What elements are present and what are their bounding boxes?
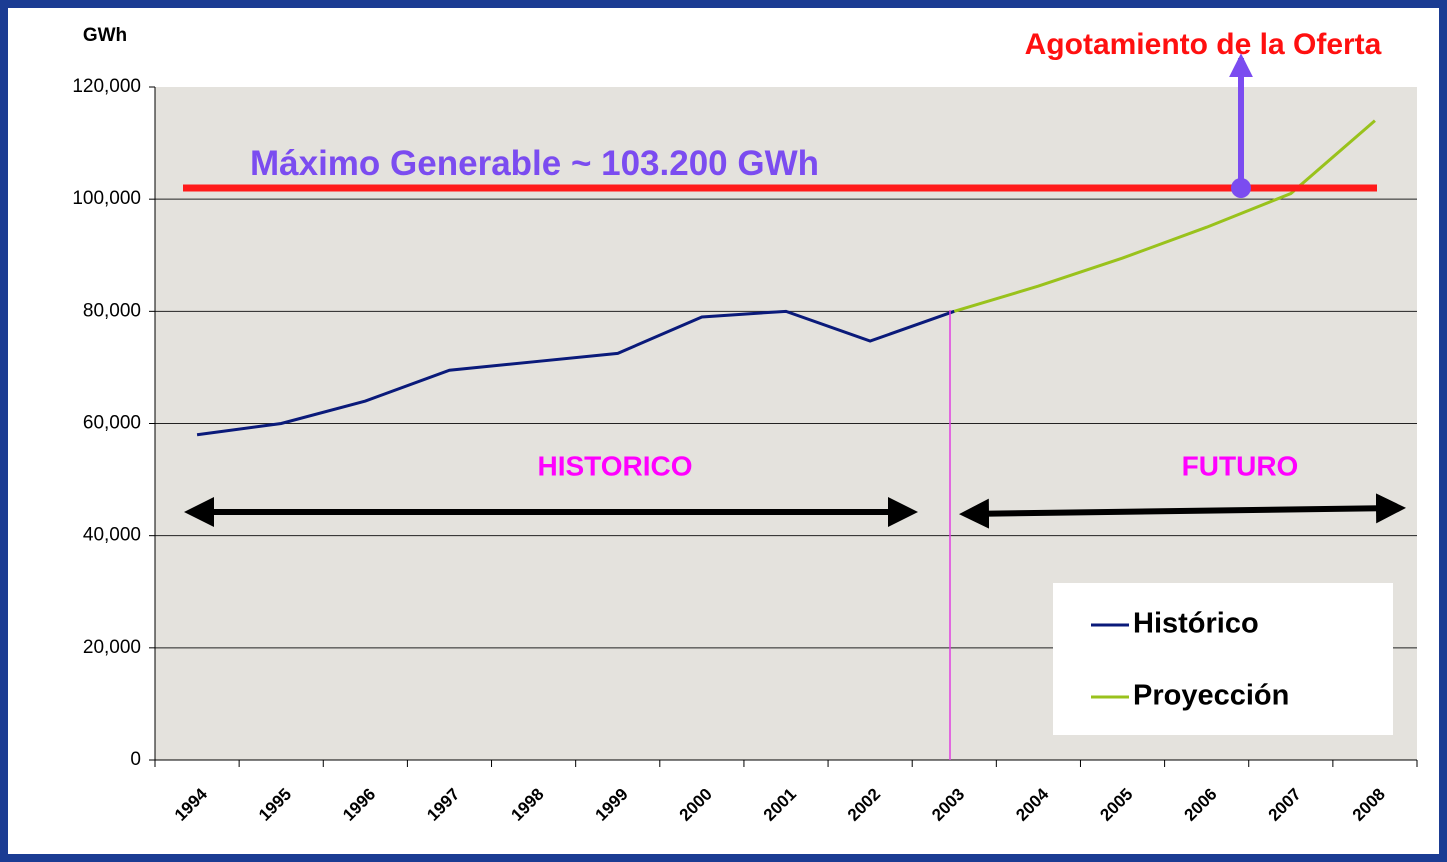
y-tick-label: 120,000	[72, 76, 141, 97]
crossing-point	[1231, 177, 1251, 198]
y-tick-label: 40,000	[83, 525, 141, 546]
series-line	[196, 309, 955, 437]
legend-label: Proyección	[1133, 680, 1289, 712]
region-label: HISTORICO	[537, 450, 692, 481]
y-tick-label: 80,000	[83, 300, 141, 321]
y-tick-label: 100,000	[72, 188, 141, 209]
annotation: Agotamiento de la Oferta	[1025, 28, 1382, 61]
threshold-label: Máximo Generable ~ 103.200 GWh	[250, 144, 819, 183]
y-tick-label: 20,000	[83, 637, 141, 658]
legend-label: Histórico	[1133, 608, 1259, 640]
y-tick-label: 0	[130, 749, 141, 770]
series-line	[953, 119, 1376, 313]
y-tick-label: 60,000	[83, 413, 141, 434]
y-axis-label: GWh	[83, 25, 127, 46]
future-arrow	[959, 493, 1406, 529]
region-label: FUTURO	[1182, 450, 1299, 481]
legend-box	[1053, 583, 1393, 735]
